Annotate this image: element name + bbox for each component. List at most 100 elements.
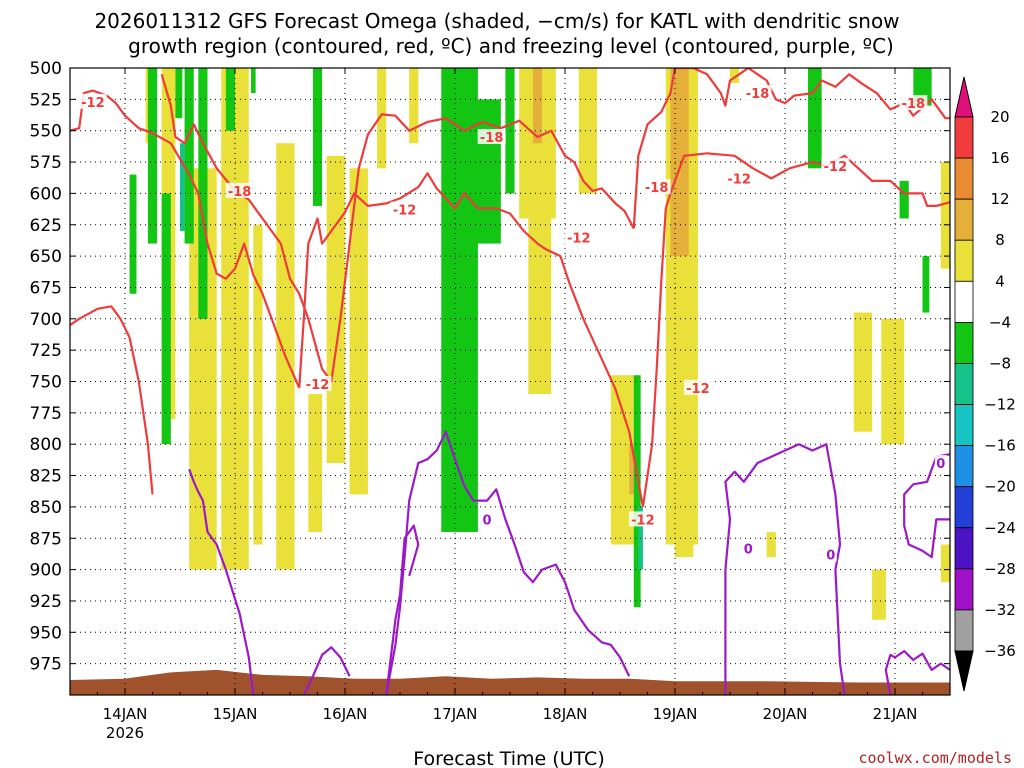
ytick-label-775: 775 <box>30 404 62 424</box>
omega-region-24 <box>532 68 543 144</box>
ytick-label-800: 800 <box>30 435 62 455</box>
colorbar-label-5: −4 <box>989 313 1011 331</box>
omega-region-8 <box>349 168 368 495</box>
omega-region-42 <box>922 256 930 313</box>
contour-label-12: -18 <box>902 97 926 112</box>
dgz-contour-0 <box>70 305 154 495</box>
contour-label-7: -12 <box>686 382 710 397</box>
dotted-grid <box>70 67 950 695</box>
colorbar-label-6: −8 <box>989 354 1011 372</box>
colorbar-bin-9 <box>954 486 974 529</box>
y-axis-ticks: 500 525 550 575 600 625 650 675 700 725 750 775 800 8… <box>30 59 950 675</box>
dgz-contour-5 <box>641 152 950 508</box>
colorbar: 20 16 12 8 4 −4 −8 −12 −16 −20 −24 −28 −32 −36 <box>954 76 1016 692</box>
contour-label-bg-8 <box>628 511 657 527</box>
contour-label-1: -18 <box>228 185 252 200</box>
contour-label-8: -12 <box>631 513 655 528</box>
omega-region-18 <box>853 312 873 432</box>
contour-label-bg-15 <box>824 546 837 562</box>
contour-labels: -12 -18 -12 -18 -12 -18 -12 -12 -12 -12 -18 -12 -18 0… <box>78 85 947 564</box>
xtick-label-120: 19JAN <box>653 705 698 723</box>
freezing-contour-8 <box>385 430 631 695</box>
chart-title-line-1: 2026011312 GFS Forecast Omega (shaded, −… <box>94 9 899 33</box>
colorbar-label-3: 8 <box>995 231 1005 249</box>
site-credit: coolwx.com/models <box>858 749 1012 767</box>
terrain-ground <box>70 669 950 695</box>
omega-region-22 <box>872 569 886 620</box>
x-axis-label: Forecast Time (UTC) <box>413 748 604 768</box>
contour-label-bg-0 <box>78 93 107 109</box>
dgz-contour-1 <box>70 89 301 389</box>
ytick-label-825: 825 <box>30 467 62 487</box>
omega-region-17 <box>730 68 740 84</box>
colorbar-label-11: −28 <box>984 560 1016 578</box>
colorbar-bin-4 <box>954 280 974 323</box>
ytick-label-600: 600 <box>30 184 62 204</box>
colorbar-bin-3 <box>954 239 974 282</box>
ytick-label-625: 625 <box>30 216 62 236</box>
omega-region-10 <box>409 68 419 144</box>
xtick-label-168: 21JAN <box>873 705 918 723</box>
colorbar-bin-5 <box>954 321 974 364</box>
contour-label-6: -12 <box>306 378 330 393</box>
contour-label-9: -12 <box>727 172 751 187</box>
chart-title-line-2: growth region (contoured, red, ºC) and f… <box>128 34 894 58</box>
colorbar-under-triangle <box>954 650 974 692</box>
ytick-label-750: 750 <box>30 373 62 393</box>
ytick-label-650: 650 <box>30 247 62 267</box>
omega-region-39 <box>633 375 641 608</box>
contour-label-0: -12 <box>81 96 105 111</box>
freezing-contour-9 <box>385 524 420 695</box>
freezing-contour-11 <box>884 649 950 695</box>
ytick-label-850: 850 <box>30 498 62 518</box>
colorbar-label-12: −32 <box>984 601 1016 619</box>
plot-area: -12 -18 -12 -18 -12 -18 -12 -12 -12 -12 -18 -12 -18 0… <box>69 67 951 696</box>
contour-label-13: 0 <box>483 513 492 528</box>
xtick-label-0: 14JAN <box>103 705 148 723</box>
contour-label-bg-1 <box>225 182 254 198</box>
contour-label-4: -12 <box>567 231 591 246</box>
omega-region-20 <box>940 162 950 269</box>
colorbar-label-0: 20 <box>990 108 1009 126</box>
xtick-label-72: 17JAN <box>433 705 478 723</box>
ytick-label-950: 950 <box>30 623 62 643</box>
omega-region-44 <box>180 143 185 232</box>
colorbar-over-triangle <box>954 76 974 118</box>
contour-label-bg-12 <box>899 95 928 111</box>
ytick-label-700: 700 <box>30 310 62 330</box>
omega-region-28 <box>147 68 158 244</box>
contour-lines <box>70 68 950 695</box>
ytick-label-575: 575 <box>30 153 62 173</box>
freezing-contour-7 <box>302 646 351 695</box>
dgz-contour-3 <box>160 73 635 383</box>
omega-region-32 <box>198 68 208 319</box>
freezing-contour-12 <box>903 453 950 559</box>
omega-region-19 <box>881 318 905 445</box>
omega-region-21 <box>940 544 950 583</box>
contour-label-2: -12 <box>393 204 417 219</box>
ytick-label-725: 725 <box>30 341 62 361</box>
omega-region-43 <box>899 180 909 219</box>
xtick-sublabel-0: 2026 <box>106 724 144 742</box>
omega-region-6 <box>308 394 323 532</box>
colorbar-bin-0 <box>954 116 974 159</box>
contour-label-5: -18 <box>645 181 669 196</box>
ytick-label-925: 925 <box>30 592 62 612</box>
contour-label-bg-9 <box>725 170 754 186</box>
contour-label-bg-14 <box>742 540 755 556</box>
omega-region-26 <box>629 444 634 495</box>
colorbar-bin-11 <box>954 568 974 611</box>
contour-label-bg-10 <box>743 85 772 101</box>
ytick-label-675: 675 <box>30 278 62 298</box>
colorbar-label-2: 12 <box>990 190 1009 208</box>
freezing-contour-6 <box>188 468 255 695</box>
contour-label-bg-4 <box>564 229 593 245</box>
omega-region-29 <box>161 193 171 445</box>
omega-region-25 <box>670 68 689 257</box>
ytick-label-900: 900 <box>30 561 62 581</box>
contour-label-3: -18 <box>480 131 504 146</box>
colorbar-label-9: −20 <box>984 478 1016 496</box>
ytick-label-500: 500 <box>30 59 62 79</box>
contour-label-14: 0 <box>744 542 753 557</box>
